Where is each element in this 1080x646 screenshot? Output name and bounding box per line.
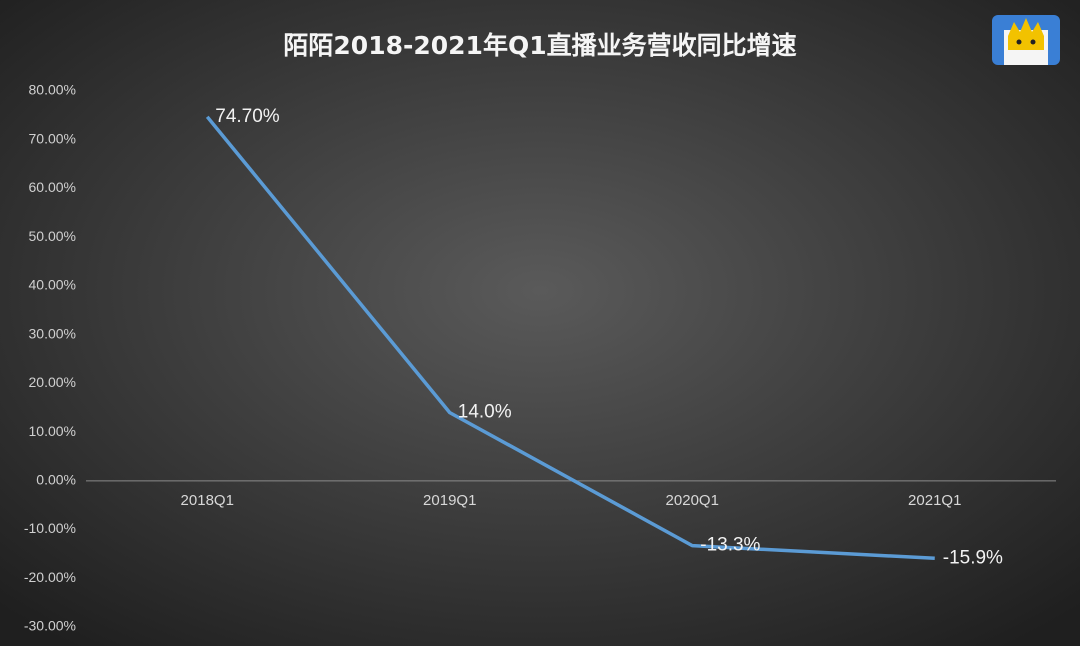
y-tick-label: -20.00%	[24, 569, 76, 585]
x-tick-label: 2020Q1	[666, 492, 719, 509]
y-tick-label: 20.00%	[29, 374, 76, 390]
y-tick-label: 70.00%	[29, 130, 76, 146]
y-tick-label: 60.00%	[29, 179, 76, 195]
x-tick-label: 2019Q1	[423, 492, 476, 509]
y-tick-label: -10.00%	[24, 520, 76, 536]
data-label: 74.70%	[215, 106, 280, 127]
logo	[992, 15, 1060, 65]
chart-title: 陌陌2018-2021年Q1直播业务营收同比增速	[283, 31, 796, 60]
data-label: -13.3%	[700, 535, 760, 556]
y-tick-label: 80.00%	[29, 82, 76, 98]
y-tick-label: -30.00%	[24, 618, 76, 634]
line	[205, 115, 935, 561]
x-tick-label: 2021Q1	[908, 492, 961, 509]
y-tick-label: 0.00%	[36, 472, 76, 488]
y-tick-label: 50.00%	[29, 228, 76, 244]
data-label: -15.9%	[943, 547, 1003, 568]
data-label: 14.0%	[458, 402, 512, 423]
y-tick-label: 30.00%	[29, 325, 76, 341]
y-tick-label: 40.00%	[29, 277, 76, 293]
x-tick-label: 2018Q1	[181, 492, 234, 509]
y-tick-label: 10.00%	[29, 423, 76, 439]
